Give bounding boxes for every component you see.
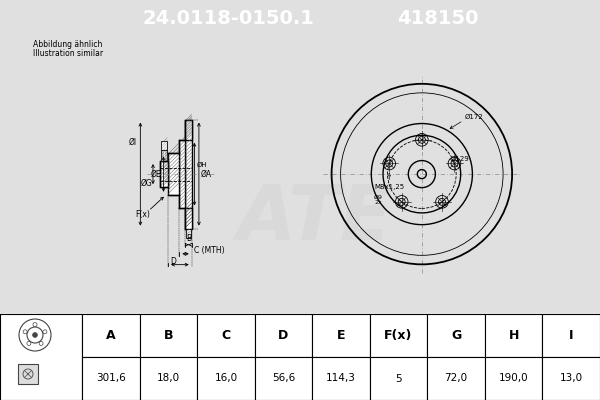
Text: Ø9
2x: Ø9 2x — [374, 195, 383, 206]
Text: C (MTH): C (MTH) — [194, 246, 225, 255]
Bar — [82, 314, 140, 357]
Text: 72,0: 72,0 — [445, 374, 467, 384]
Text: F(x): F(x) — [135, 210, 150, 219]
Text: F(x): F(x) — [385, 329, 413, 342]
Text: H: H — [508, 329, 519, 342]
Bar — [197, 357, 254, 400]
Text: 114,3: 114,3 — [326, 374, 356, 384]
Text: ØI: ØI — [128, 138, 137, 147]
Circle shape — [32, 333, 37, 338]
Text: Ø129: Ø129 — [451, 156, 470, 162]
Bar — [427, 314, 485, 357]
Text: B: B — [186, 234, 191, 243]
Text: 418150: 418150 — [397, 10, 479, 28]
Bar — [0, 314, 82, 400]
Text: 18,0: 18,0 — [157, 374, 180, 384]
Bar — [186, 228, 191, 238]
Bar — [485, 314, 542, 357]
Text: 56,6: 56,6 — [272, 374, 295, 384]
Text: 5: 5 — [395, 374, 402, 384]
Text: E: E — [337, 329, 345, 342]
Text: ØE: ØE — [151, 170, 161, 178]
Text: G: G — [451, 329, 461, 342]
Text: ATE: ATE — [237, 182, 393, 256]
Bar — [254, 314, 312, 357]
Text: 13,0: 13,0 — [560, 374, 583, 384]
Bar — [542, 314, 600, 357]
Text: M8x1,25: M8x1,25 — [374, 184, 404, 190]
Text: I: I — [569, 329, 574, 342]
Text: D: D — [170, 256, 176, 266]
Text: C: C — [221, 329, 230, 342]
Bar — [140, 314, 197, 357]
Text: Ø172: Ø172 — [464, 114, 483, 120]
Bar — [185, 208, 191, 228]
Bar — [427, 357, 485, 400]
Text: ØH: ØH — [196, 162, 207, 168]
Bar — [312, 314, 370, 357]
Text: 190,0: 190,0 — [499, 374, 529, 384]
Bar — [140, 357, 197, 400]
Bar — [312, 357, 370, 400]
Bar — [82, 357, 140, 400]
Text: Abbildung ähnlich: Abbildung ähnlich — [33, 40, 102, 49]
Bar — [370, 314, 427, 357]
Bar — [197, 314, 254, 357]
Bar — [164, 163, 168, 186]
Text: 16,0: 16,0 — [214, 374, 238, 384]
Bar — [485, 357, 542, 400]
Text: D: D — [278, 329, 289, 342]
Bar — [254, 357, 312, 400]
Bar — [185, 120, 191, 228]
Text: ØG: ØG — [140, 179, 152, 188]
Bar — [18, 364, 38, 384]
Bar — [161, 150, 167, 161]
Bar — [179, 140, 185, 208]
Text: 24.0118-0150.1: 24.0118-0150.1 — [142, 10, 314, 28]
Text: B: B — [164, 329, 173, 342]
Text: A: A — [106, 329, 116, 342]
Text: 301,6: 301,6 — [96, 374, 125, 384]
Text: Illustration similar: Illustration similar — [33, 49, 103, 58]
Text: ØA: ØA — [201, 170, 212, 178]
Bar — [370, 357, 427, 400]
Bar — [185, 120, 191, 140]
Bar — [168, 154, 179, 195]
Bar — [160, 161, 168, 187]
Bar — [542, 357, 600, 400]
Bar — [161, 141, 167, 150]
